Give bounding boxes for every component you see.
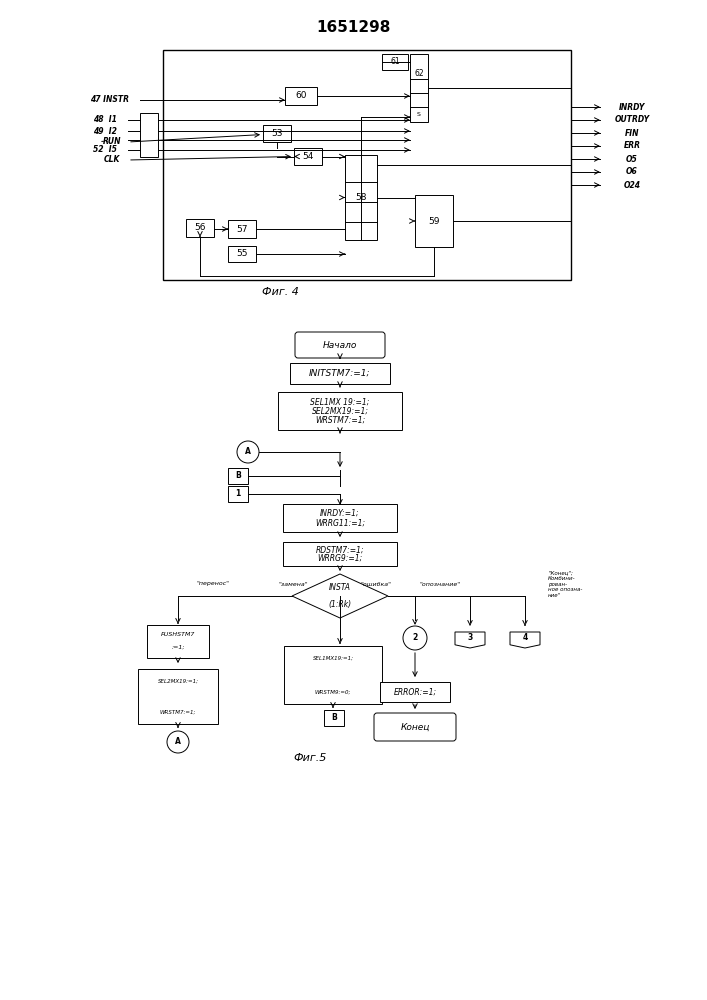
Text: ERROR:=1;: ERROR:=1; bbox=[393, 688, 436, 696]
Text: 60: 60 bbox=[296, 92, 307, 101]
Text: 1: 1 bbox=[235, 489, 240, 498]
Text: "ошибка": "ошибка" bbox=[361, 582, 392, 586]
FancyBboxPatch shape bbox=[294, 148, 322, 165]
Text: Начало: Начало bbox=[323, 340, 357, 350]
FancyBboxPatch shape bbox=[285, 87, 317, 105]
Text: WRRG9:=1;: WRRG9:=1; bbox=[317, 554, 363, 562]
FancyBboxPatch shape bbox=[228, 246, 256, 262]
FancyBboxPatch shape bbox=[147, 625, 209, 658]
Circle shape bbox=[237, 441, 259, 463]
Text: 49  I2: 49 I2 bbox=[93, 126, 117, 135]
FancyBboxPatch shape bbox=[290, 363, 390, 384]
Text: B: B bbox=[331, 714, 337, 722]
Text: RDSTM7:=1;: RDSTM7:=1; bbox=[316, 546, 364, 554]
Text: INRDY: INRDY bbox=[619, 103, 645, 111]
Text: SEL2MX19:=1;: SEL2MX19:=1; bbox=[312, 406, 368, 416]
Text: 54: 54 bbox=[303, 152, 314, 161]
Text: A: A bbox=[175, 738, 181, 746]
FancyBboxPatch shape bbox=[283, 542, 397, 566]
Text: SEL1MX19:=1;: SEL1MX19:=1; bbox=[312, 656, 354, 660]
Text: "замена": "замена" bbox=[278, 582, 308, 586]
Text: SEL1MX 19:=1;: SEL1MX 19:=1; bbox=[310, 397, 370, 406]
Text: 3: 3 bbox=[467, 634, 472, 643]
Text: (1:Rk): (1:Rk) bbox=[329, 599, 351, 608]
Text: RUN: RUN bbox=[103, 137, 121, 146]
Text: WRSTM7:=1;: WRSTM7:=1; bbox=[315, 416, 365, 424]
Text: ERR: ERR bbox=[624, 141, 641, 150]
Circle shape bbox=[167, 731, 189, 753]
Text: "перенос": "перенос" bbox=[197, 582, 230, 586]
Text: O5: O5 bbox=[626, 154, 638, 163]
Text: "Конец";
Комбини-
рован-
ное опозна-
ние": "Конец"; Комбини- рован- ное опозна- ние… bbox=[548, 570, 583, 598]
Text: WRSTM7:=1;: WRSTM7:=1; bbox=[160, 710, 196, 714]
Text: 47 INSTR: 47 INSTR bbox=[90, 96, 129, 104]
FancyBboxPatch shape bbox=[284, 646, 382, 704]
FancyBboxPatch shape bbox=[382, 54, 408, 70]
Text: OUTRDY: OUTRDY bbox=[614, 115, 650, 124]
Text: Фиг.5: Фиг.5 bbox=[293, 753, 327, 763]
Text: S: S bbox=[417, 111, 421, 116]
FancyBboxPatch shape bbox=[186, 219, 214, 237]
FancyBboxPatch shape bbox=[163, 50, 571, 280]
Text: PUSHSTM7: PUSHSTM7 bbox=[160, 633, 195, 638]
Text: INSTA: INSTA bbox=[329, 584, 351, 592]
FancyBboxPatch shape bbox=[345, 155, 377, 240]
FancyBboxPatch shape bbox=[380, 682, 450, 702]
Text: CLK: CLK bbox=[104, 155, 120, 164]
Text: 59: 59 bbox=[428, 217, 440, 226]
FancyBboxPatch shape bbox=[410, 54, 428, 122]
Text: 2: 2 bbox=[412, 634, 418, 643]
Polygon shape bbox=[510, 632, 540, 648]
Text: ...: ... bbox=[100, 135, 110, 144]
FancyBboxPatch shape bbox=[228, 220, 256, 238]
Text: 56: 56 bbox=[194, 224, 206, 232]
Text: 1651298: 1651298 bbox=[317, 19, 391, 34]
FancyBboxPatch shape bbox=[228, 468, 248, 484]
FancyBboxPatch shape bbox=[140, 113, 158, 157]
FancyBboxPatch shape bbox=[295, 332, 385, 358]
FancyBboxPatch shape bbox=[415, 195, 453, 247]
Text: 61: 61 bbox=[390, 57, 400, 66]
FancyBboxPatch shape bbox=[263, 125, 291, 142]
Circle shape bbox=[403, 626, 427, 650]
Text: Фиг. 4: Фиг. 4 bbox=[262, 287, 298, 297]
Text: 58: 58 bbox=[355, 193, 367, 202]
Text: O6: O6 bbox=[626, 167, 638, 176]
FancyBboxPatch shape bbox=[228, 486, 248, 502]
FancyBboxPatch shape bbox=[283, 504, 397, 532]
Text: 62: 62 bbox=[414, 69, 423, 78]
Text: INITSTM7:=1;: INITSTM7:=1; bbox=[309, 369, 370, 378]
Text: Конец: Конец bbox=[400, 722, 430, 732]
Text: FIN: FIN bbox=[625, 128, 639, 137]
Text: WRSTM9:=0;: WRSTM9:=0; bbox=[315, 690, 351, 694]
Text: WRRG11:=1;: WRRG11:=1; bbox=[315, 518, 365, 528]
Text: 55: 55 bbox=[236, 249, 247, 258]
FancyBboxPatch shape bbox=[278, 392, 402, 430]
Polygon shape bbox=[455, 632, 485, 648]
FancyBboxPatch shape bbox=[324, 710, 344, 726]
FancyBboxPatch shape bbox=[138, 669, 218, 724]
Text: "опознание": "опознание" bbox=[419, 582, 460, 586]
Text: A: A bbox=[245, 448, 251, 456]
Text: 48  I1: 48 I1 bbox=[93, 115, 117, 124]
Text: 52  I5: 52 I5 bbox=[93, 145, 117, 154]
Polygon shape bbox=[292, 574, 388, 618]
Text: SEL2MX19:=1;: SEL2MX19:=1; bbox=[158, 678, 199, 684]
FancyBboxPatch shape bbox=[374, 713, 456, 741]
Text: B: B bbox=[235, 472, 241, 481]
Text: 57: 57 bbox=[236, 225, 247, 233]
Text: O24: O24 bbox=[624, 180, 641, 190]
Text: INRDY:=1;: INRDY:=1; bbox=[320, 508, 360, 518]
Text: 4: 4 bbox=[522, 634, 527, 643]
Text: :=1;: :=1; bbox=[171, 645, 185, 650]
Text: 53: 53 bbox=[271, 129, 283, 138]
